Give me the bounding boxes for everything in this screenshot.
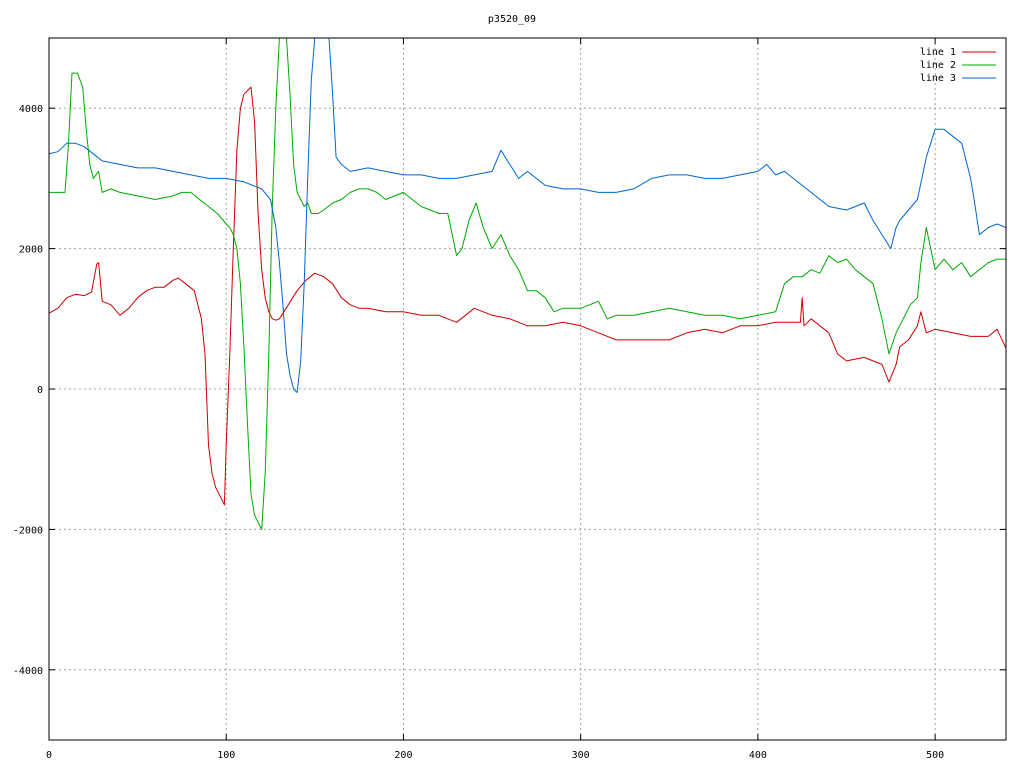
x-tick-label: 0 — [46, 750, 52, 761]
y-tick-label: 2000 — [19, 245, 43, 256]
series-line-3 — [49, 38, 1006, 393]
y-tick-label: 4000 — [19, 104, 43, 115]
plot-frame — [48, 37, 1007, 741]
y-tick-label: -4000 — [13, 666, 43, 677]
series-line-1 — [49, 86, 1006, 506]
legend: line 1 line 2 line 3 — [920, 47, 996, 84]
series-line-2 — [49, 38, 1006, 530]
x-tick-label: 200 — [394, 750, 412, 761]
chart-title: p3520_09 — [488, 14, 536, 25]
y-tick-label: 0 — [37, 385, 43, 396]
legend-label-1: line 1 — [920, 47, 956, 58]
x-tick-label: 500 — [926, 750, 944, 761]
series-lines — [49, 38, 1006, 530]
axis-ticks: 0 100 200 300 400 500 -4000 -2000 0 2000 4000 — [13, 38, 1006, 761]
x-tick-label: 400 — [749, 750, 767, 761]
x-tick-label: 100 — [217, 750, 235, 761]
grid-lines — [49, 38, 1006, 740]
legend-label-2: line 2 — [920, 60, 956, 71]
y-tick-label: -2000 — [13, 525, 43, 536]
legend-label-3: line 3 — [920, 73, 956, 84]
x-tick-label: 300 — [572, 750, 590, 761]
